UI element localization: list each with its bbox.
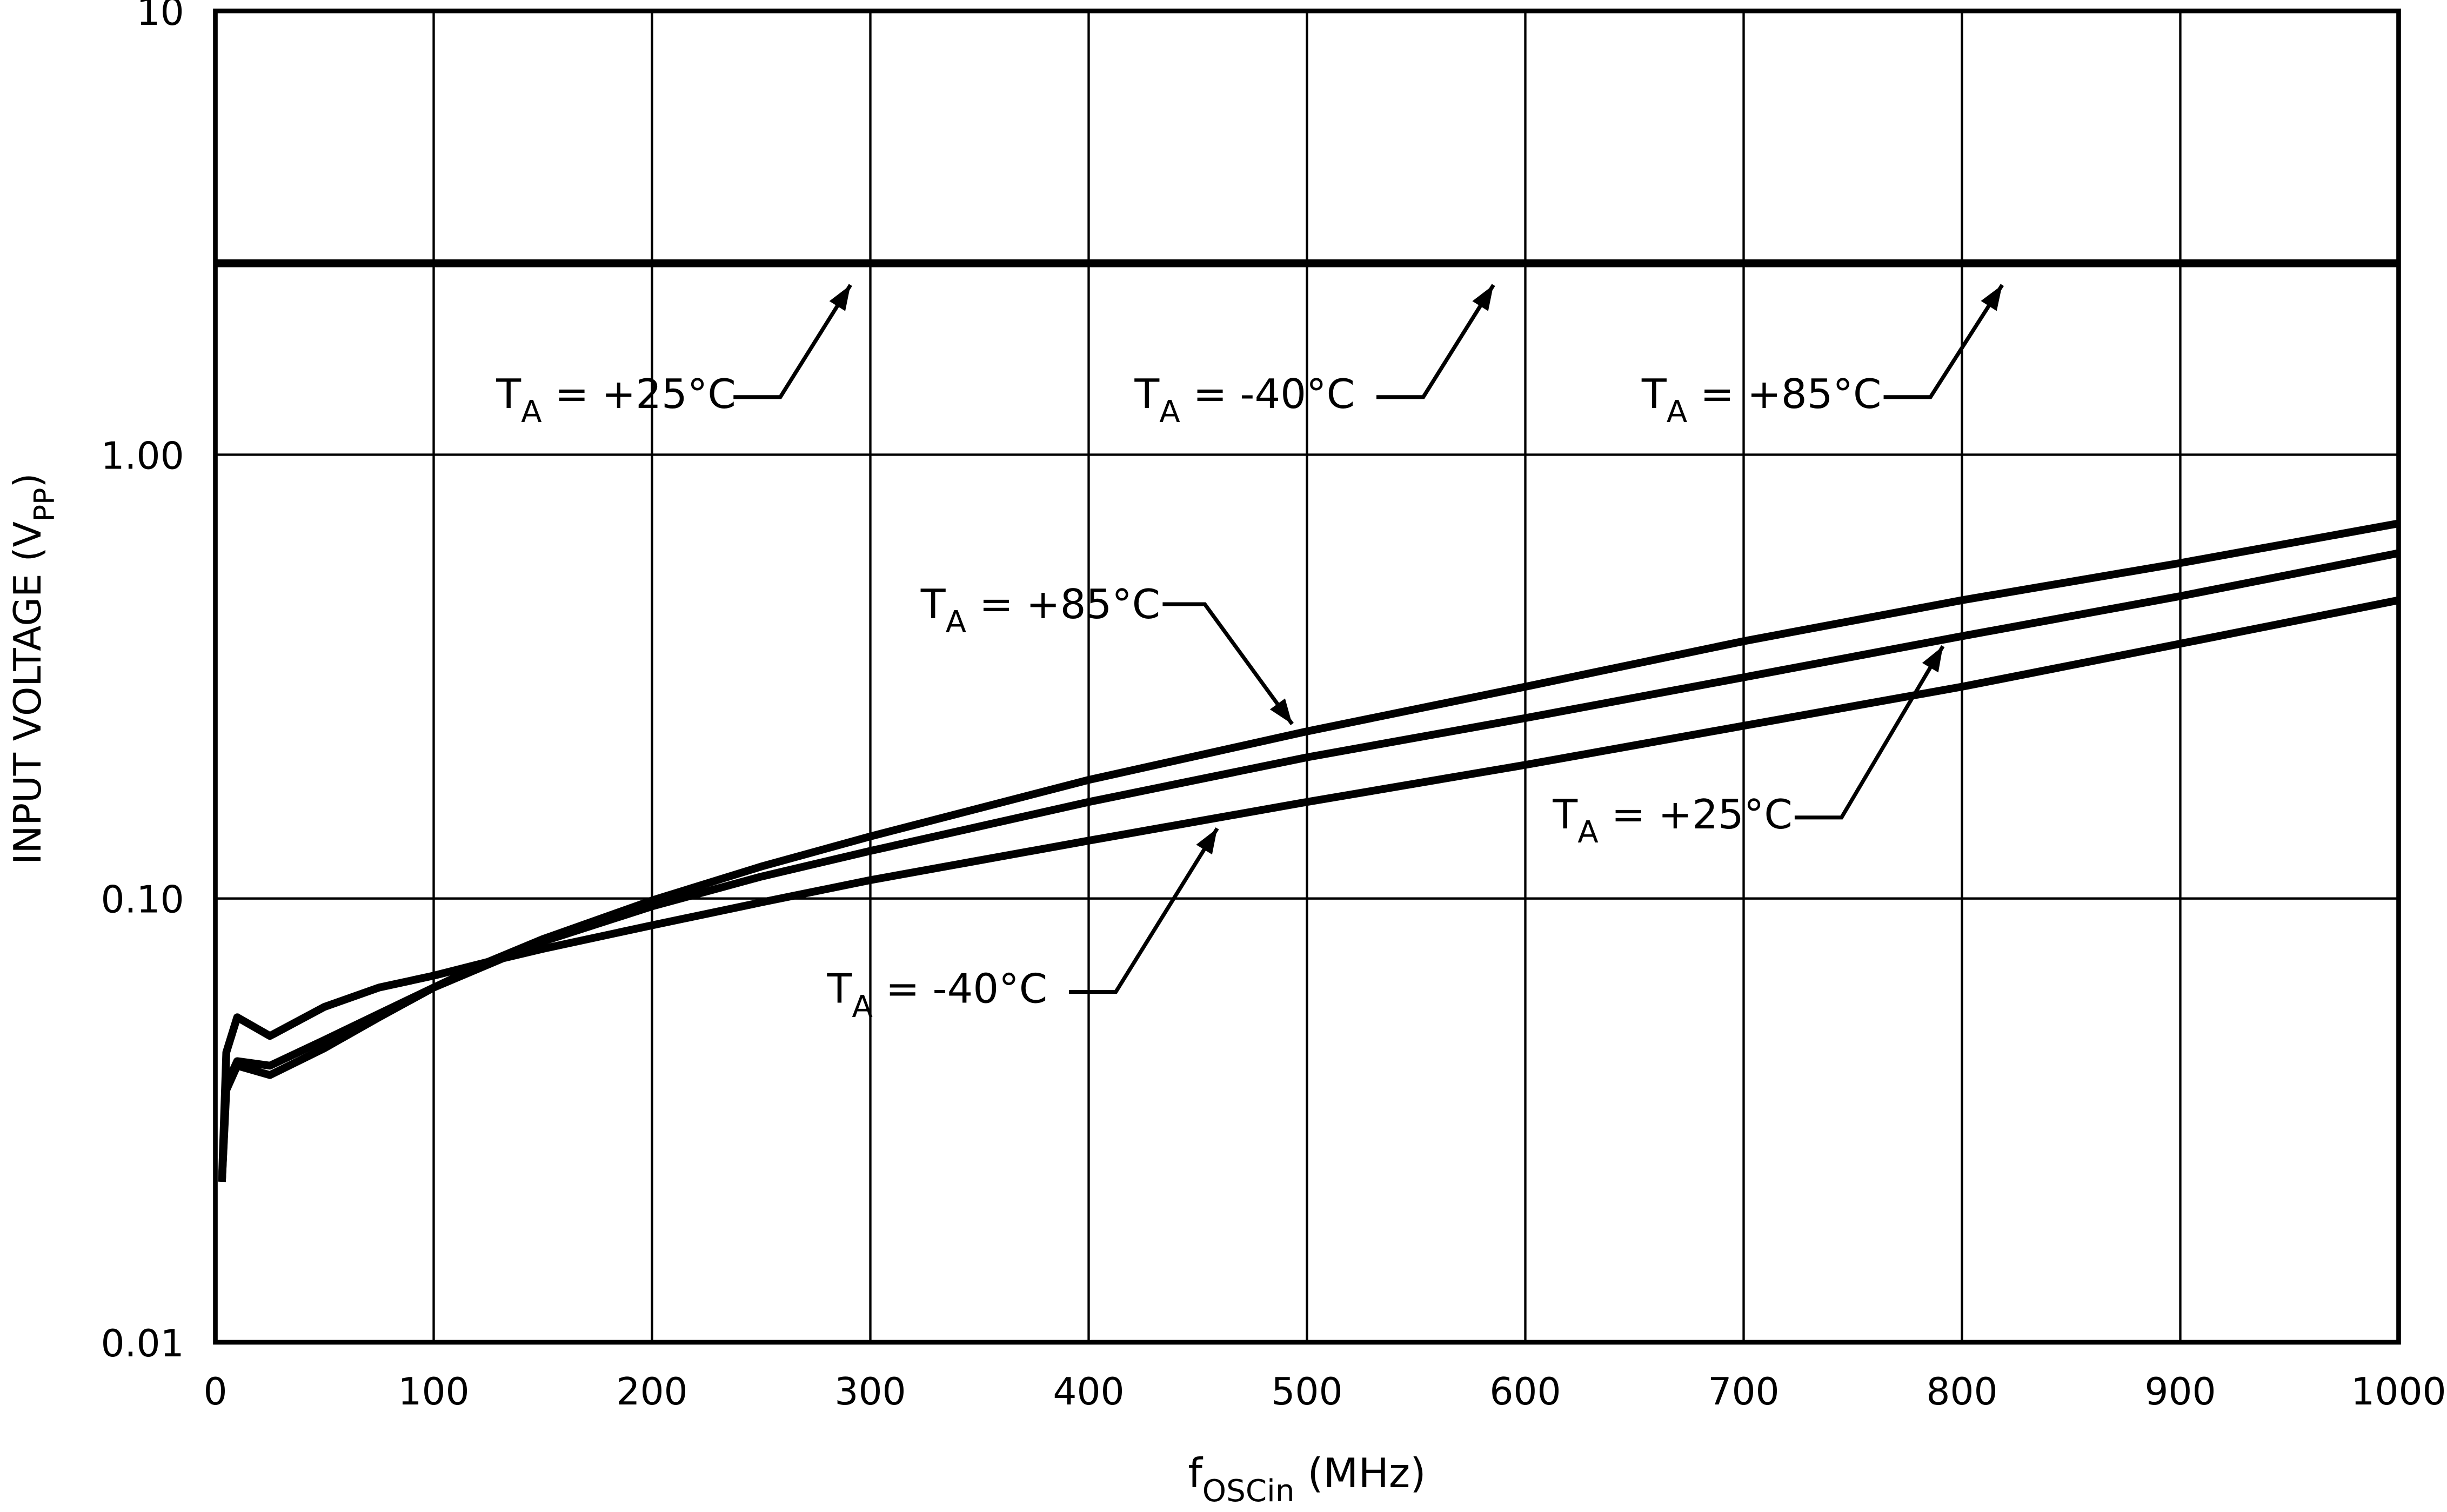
x-axis-label-base: f	[1188, 1449, 1203, 1497]
y-tick-label: 0.10	[101, 879, 184, 922]
y-tick-label: 0.01	[101, 1322, 184, 1366]
y-tick-label: 10	[137, 0, 184, 34]
x-tick-label: 500	[1271, 1370, 1342, 1414]
annotation: TA = +85°C	[920, 580, 1160, 640]
annotation-base: T	[1552, 791, 1578, 838]
annotation-rest: = +25°C	[542, 370, 736, 418]
annotation-rest: = +85°C	[1687, 370, 1881, 418]
annotation-arrowhead	[1196, 828, 1218, 855]
series-line	[218, 596, 2399, 1182]
annotation-sub: A	[852, 989, 873, 1025]
x-tick-label: 800	[1926, 1370, 1997, 1414]
annotation-rest: = +25°C	[1599, 791, 1793, 838]
annotation-leader	[1162, 602, 1294, 726]
x-tick-label: 300	[834, 1370, 906, 1414]
annotation-sub: A	[1577, 815, 1599, 850]
annotation-base: T	[1641, 370, 1667, 418]
annotation-leader	[1376, 284, 1495, 399]
annotation-arrowhead	[1981, 285, 2002, 311]
plot-frame	[213, 8, 2401, 1345]
x-tick-label: 100	[398, 1370, 469, 1414]
annotation-arrowhead	[829, 285, 851, 311]
y-tick-label: 1.00	[101, 434, 184, 478]
series-line	[218, 549, 2399, 1182]
x-tick-label: 600	[1489, 1370, 1561, 1414]
annotation-rest: = -40°C	[1180, 370, 1355, 418]
annotation-sub: A	[946, 605, 967, 640]
annotation-base: T	[496, 370, 522, 418]
y-axis-label-sub: PP	[28, 488, 61, 522]
annotation-base: T	[827, 965, 853, 1013]
annotation-leader	[1794, 645, 1945, 820]
annotation-leader	[1069, 827, 1219, 994]
annotation-arrowhead	[1922, 646, 1943, 673]
x-axis-label-rest: (MHz)	[1295, 1449, 1426, 1497]
annotation: TA = +25°C	[1552, 791, 1792, 850]
x-tick-label: 200	[616, 1370, 687, 1414]
y-axis-label-base: INPUT VOLTAGE (V	[6, 521, 50, 865]
annotation-sub: A	[521, 394, 542, 430]
annotation-arrowhead	[1472, 285, 1494, 311]
annotation-sub: A	[1667, 394, 1688, 430]
x-tick-label: 0	[203, 1370, 227, 1414]
annotation-rest: = +85°C	[966, 580, 1160, 628]
x-tick-label: 400	[1053, 1370, 1124, 1414]
annotation-rest: = -40°C	[873, 965, 1047, 1013]
series-line	[218, 519, 2399, 1182]
x-axis-label-sub: OSCin	[1202, 1474, 1295, 1509]
annotation: TA = -40°C	[1134, 370, 1355, 430]
y-axis-label: INPUT VOLTAGE (VPP)	[6, 473, 61, 865]
annotation: TA = +25°C	[496, 370, 736, 430]
annotation-base: T	[920, 580, 946, 628]
annotation: TA = +85°C	[1641, 370, 1881, 430]
annotation-leader	[733, 284, 852, 399]
annotation-arrowhead	[1269, 698, 1293, 724]
y-axis-label-rest: )	[6, 473, 50, 488]
annotation-leader	[1883, 284, 2004, 399]
x-tick-label: 1000	[2351, 1370, 2446, 1414]
annotation: TA = -40°C	[827, 965, 1048, 1025]
annotation-sub: A	[1159, 394, 1180, 430]
x-tick-label: 900	[2144, 1370, 2216, 1414]
annotation-base: T	[1134, 370, 1160, 418]
x-axis-label: fOSCin (MHz)	[1188, 1449, 1426, 1509]
x-tick-label: 700	[1708, 1370, 1779, 1414]
